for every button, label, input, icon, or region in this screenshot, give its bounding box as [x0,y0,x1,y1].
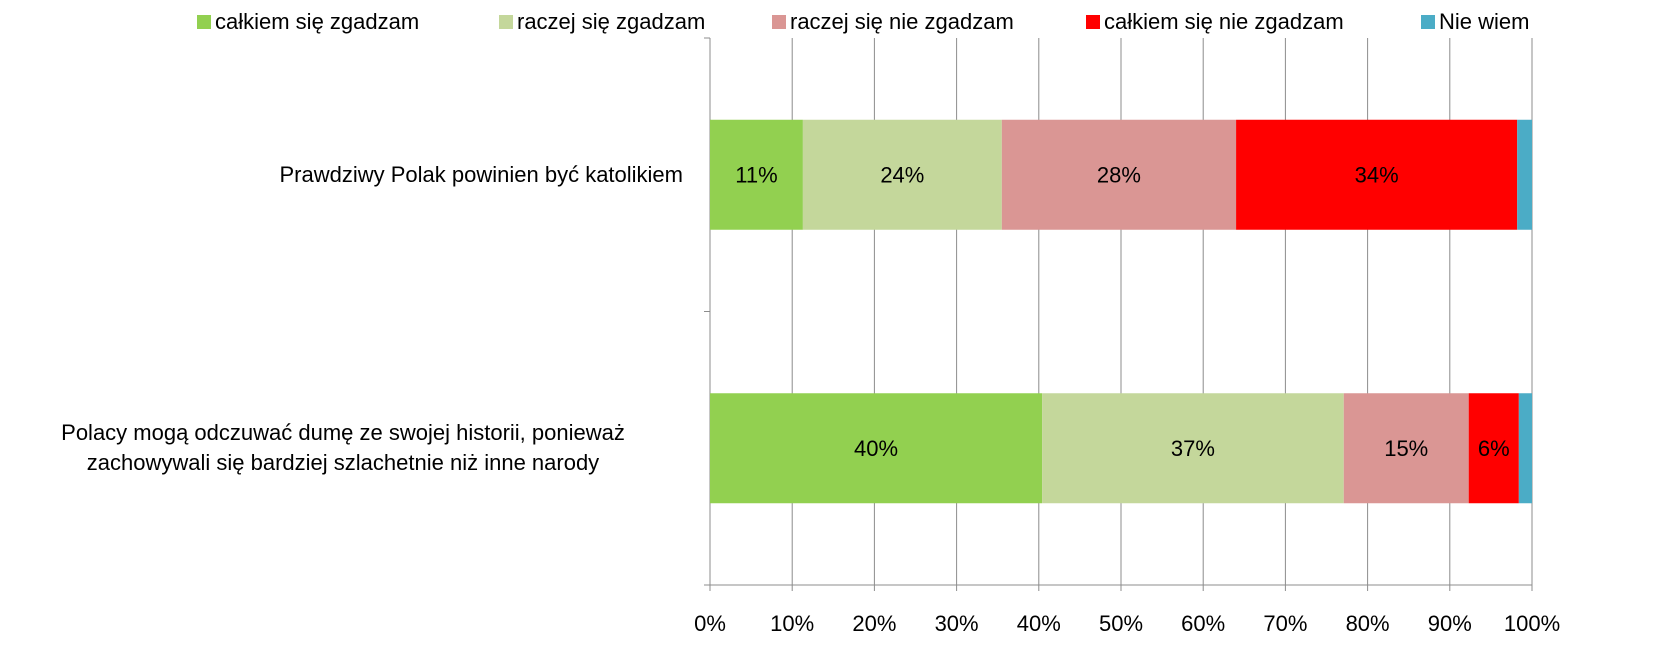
legend-label: raczej się zgadzam [517,9,705,34]
data-label: 15% [1384,436,1428,461]
bar-segment [710,393,1043,504]
x-tick-label: 50% [1099,611,1143,636]
legend-swatch [197,15,211,29]
x-tick-label: 80% [1346,611,1390,636]
x-tick-label: 30% [935,611,979,636]
x-tick-label: 20% [852,611,896,636]
legend-label: całkiem się zgadzam [215,9,419,34]
bar-segment [1468,393,1519,504]
legend-label: raczej się nie zgadzam [790,9,1014,34]
legend-swatch [499,15,513,29]
x-tick-label: 10% [770,611,814,636]
category-label: Polacy mogą odczuwać dumę ze swojej hist… [3,418,683,478]
x-tick-label: 70% [1263,611,1307,636]
bar-segment [1343,393,1469,504]
data-label: 40% [854,436,898,461]
bar-segment [1517,119,1532,230]
legend-swatch [1421,15,1435,29]
category-text: Prawdziwy Polak powinien być katolikiem [279,161,684,187]
x-tick-label: 40% [1017,611,1061,636]
bar-segment [1518,393,1532,504]
legend-swatch [1086,15,1100,29]
data-label: 28% [1097,163,1141,188]
data-label: 6% [1478,436,1510,461]
legend-label: Nie wiem [1439,9,1529,34]
category-text: Polacy mogą odczuwać dumę ze swojej hist… [61,420,625,476]
x-tick-label: 90% [1428,611,1472,636]
bar-segment [1042,393,1344,504]
data-label: 24% [880,163,924,188]
x-tick-label: 100% [1504,611,1560,636]
x-tick-label: 0% [694,611,726,636]
data-label: 34% [1355,163,1399,188]
bar-segment [1001,119,1237,230]
data-label: 37% [1171,436,1215,461]
x-tick-label: 60% [1181,611,1225,636]
category-label: Prawdziwy Polak powinien być katolikiem [3,160,684,190]
legend-label: całkiem się nie zgadzam [1104,9,1344,34]
bar-segment [710,119,803,230]
data-label: 11% [735,163,777,188]
legend-swatch [772,15,786,29]
bar-segment [802,119,1002,230]
bar-segment [1236,119,1518,230]
